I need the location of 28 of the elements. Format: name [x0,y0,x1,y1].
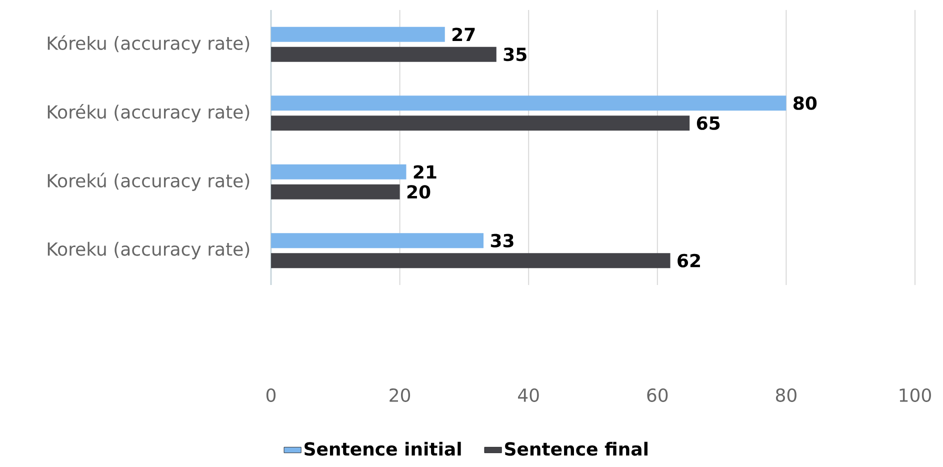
y-tick-label: Korekú (accuracy rate) [48,172,250,191]
data-label: 80 [794,96,817,110]
x-tick-label: 40 [518,388,539,402]
data-label: 20 [407,185,430,199]
bar [271,164,406,180]
data-label: 27 [452,28,475,42]
x-tick-label: 0 [266,388,276,402]
x-tick-label: 20 [390,388,410,402]
data-label: 35 [504,48,526,62]
y-tick-label: Koréku (accuracy rate) [48,104,250,122]
bar [271,116,690,131]
bar [271,233,484,248]
bar [271,96,786,111]
x-tick-label: 60 [647,388,668,402]
x-tick-label: 100 [900,388,931,402]
y-tick-label: Kóreku (accuracy rate) [48,35,250,54]
bar [271,46,496,62]
bar [271,26,445,42]
data-label: 62 [678,254,700,268]
x-tick-label: 80 [776,388,796,402]
bar [271,253,670,268]
data-label: 21 [414,165,436,179]
bar [271,184,400,200]
legend-label: Sentence final [505,442,648,456]
data-label: 33 [490,234,514,248]
legend-label: Sentence initial [304,442,461,456]
data-label: 65 [696,116,720,130]
y-tick-label: Koreku (accuracy rate) [48,242,250,260]
